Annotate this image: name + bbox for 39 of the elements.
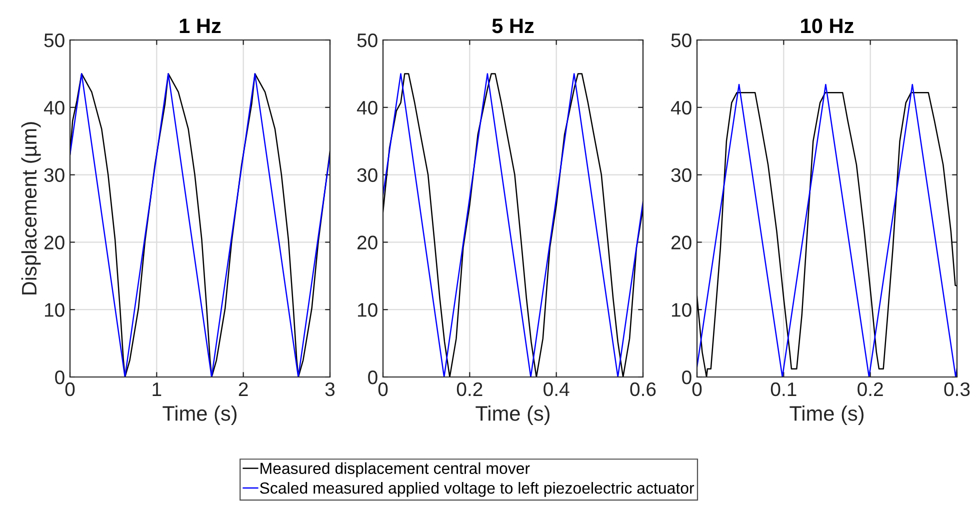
x-tick-label: 0.2: [456, 382, 482, 396]
y-tick-label: 40: [356, 100, 378, 115]
x-tick-label: 0.4: [544, 382, 570, 396]
x-tick-label: 0: [378, 382, 388, 396]
y-tick-label: 20: [357, 236, 378, 250]
x-tick-label: 0.1: [770, 382, 796, 396]
x-tick-label: 0: [692, 382, 702, 396]
y-tick-label: 30: [357, 168, 378, 182]
y-tick-label: 30: [671, 168, 692, 182]
legend-label: Scaled measured applied voltage to left piezoelectric actuator: [260, 482, 694, 497]
chart-title: 5 Hz: [492, 18, 534, 34]
y-tick-label: 0: [368, 370, 378, 384]
y-tick-label: 40: [670, 100, 692, 115]
x-tick-label: 0.2: [858, 382, 883, 396]
x-tick-label: 1: [152, 382, 162, 396]
chart-title: 1 Hz: [180, 18, 221, 34]
x-tick-label: 0.6: [630, 382, 656, 396]
y-tick-label: 50: [44, 33, 64, 48]
x-tick-label: 2: [238, 382, 248, 396]
y-tick-label: 0: [682, 370, 692, 384]
y-tick-label: 0: [55, 370, 64, 384]
x-axis-title: Time (s): [790, 406, 864, 425]
y-tick-label: 30: [44, 168, 64, 182]
y-tick-label: 10: [44, 303, 64, 317]
x-axis-title: Time (s): [476, 406, 550, 425]
y-tick-label: 50: [671, 33, 692, 48]
x-tick-label: 3: [325, 382, 335, 396]
y-tick-label: 10: [358, 303, 378, 317]
x-tick-label: 0: [65, 382, 75, 396]
y-tick-label: 10: [672, 303, 692, 317]
y-tick-label: 40: [44, 100, 64, 115]
y-tick-label: 20: [44, 236, 64, 250]
y-tick-label: 50: [357, 33, 378, 48]
y-tick-label: 20: [671, 236, 692, 250]
x-axis-title: Time (s): [162, 406, 237, 425]
chart-title: 10 Hz: [801, 18, 854, 34]
y-axis-title: Displacement (µm): [21, 122, 41, 294]
legend-label: Measured displacement central mover: [260, 462, 530, 478]
x-tick-label: 0.3: [944, 382, 970, 396]
